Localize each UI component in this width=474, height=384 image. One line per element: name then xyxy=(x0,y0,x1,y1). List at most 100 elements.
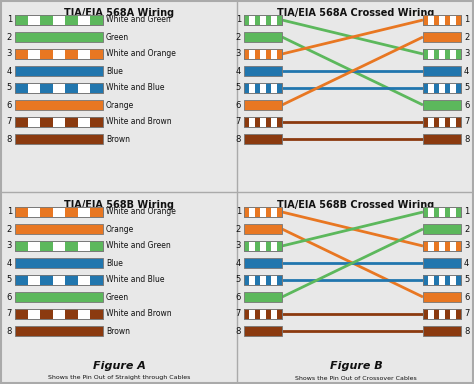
Text: 8: 8 xyxy=(464,326,469,336)
Bar xyxy=(91,83,103,93)
Bar xyxy=(266,15,271,25)
Text: 4: 4 xyxy=(464,258,469,268)
Bar xyxy=(423,15,461,25)
Bar xyxy=(244,275,249,285)
Bar xyxy=(65,207,78,217)
Bar xyxy=(423,117,461,127)
Text: Green: Green xyxy=(106,293,129,301)
Bar xyxy=(91,117,103,127)
Bar xyxy=(244,275,282,285)
Text: 5: 5 xyxy=(7,275,12,285)
Bar xyxy=(276,117,282,127)
Text: White and Blue: White and Blue xyxy=(106,83,164,93)
Bar xyxy=(244,15,249,25)
Bar xyxy=(91,241,103,251)
Bar xyxy=(423,49,428,59)
Text: 3: 3 xyxy=(464,50,469,58)
Text: TIA/EIA 568B Wiring: TIA/EIA 568B Wiring xyxy=(64,200,174,210)
Bar xyxy=(434,117,439,127)
Bar xyxy=(244,207,282,217)
Bar xyxy=(266,83,271,93)
Bar xyxy=(15,49,27,59)
Bar xyxy=(423,49,461,59)
Bar xyxy=(255,83,260,93)
Bar xyxy=(266,309,271,319)
Bar xyxy=(423,309,461,319)
Text: 8: 8 xyxy=(236,134,241,144)
Bar xyxy=(40,207,53,217)
Bar xyxy=(244,326,282,336)
Bar xyxy=(445,207,450,217)
Bar xyxy=(15,275,103,285)
Bar xyxy=(244,309,249,319)
Bar xyxy=(15,117,103,127)
Bar xyxy=(423,275,461,285)
Bar xyxy=(423,309,428,319)
Text: 5: 5 xyxy=(464,275,469,285)
Bar xyxy=(244,15,282,25)
Bar xyxy=(423,83,461,93)
Text: Blue: Blue xyxy=(106,66,123,76)
Bar xyxy=(276,15,282,25)
Text: Orange: Orange xyxy=(106,101,134,109)
Text: Figure A: Figure A xyxy=(92,361,146,371)
Text: 1: 1 xyxy=(7,207,12,217)
Bar xyxy=(244,207,249,217)
Bar xyxy=(244,83,282,93)
Bar xyxy=(15,326,103,336)
Text: 8: 8 xyxy=(464,134,469,144)
Bar xyxy=(244,49,282,59)
Text: 1: 1 xyxy=(236,207,241,217)
Bar xyxy=(244,275,282,285)
Text: 8: 8 xyxy=(7,326,12,336)
Bar xyxy=(15,207,27,217)
Bar xyxy=(276,49,282,59)
Bar xyxy=(266,49,271,59)
Text: 4: 4 xyxy=(236,66,241,76)
Bar xyxy=(244,66,282,76)
Text: Shows the Pin Out of Straight through Cables: Shows the Pin Out of Straight through Ca… xyxy=(48,376,190,381)
Bar xyxy=(434,49,439,59)
Bar xyxy=(244,100,282,110)
Text: 3: 3 xyxy=(464,242,469,250)
Text: 6: 6 xyxy=(464,293,469,301)
Bar xyxy=(276,241,282,251)
Bar xyxy=(456,117,461,127)
Bar xyxy=(276,83,282,93)
Text: Brown: Brown xyxy=(106,326,130,336)
Bar xyxy=(423,275,428,285)
Bar xyxy=(65,49,78,59)
Text: 3: 3 xyxy=(236,242,241,250)
Bar xyxy=(255,49,260,59)
Bar xyxy=(91,15,103,25)
Bar xyxy=(244,15,282,25)
Bar xyxy=(15,15,27,25)
Bar xyxy=(91,309,103,319)
Bar xyxy=(91,275,103,285)
Bar xyxy=(423,15,461,25)
Bar xyxy=(15,134,103,144)
Bar xyxy=(15,207,103,217)
Bar xyxy=(445,309,450,319)
Bar xyxy=(15,258,103,268)
Bar xyxy=(434,241,439,251)
Text: 6: 6 xyxy=(236,293,241,301)
Bar xyxy=(244,83,282,93)
Bar xyxy=(423,83,461,93)
Bar xyxy=(266,207,271,217)
Bar xyxy=(15,241,103,251)
Bar xyxy=(15,49,103,59)
Text: White and Blue: White and Blue xyxy=(106,275,164,285)
Bar xyxy=(40,275,53,285)
Bar xyxy=(15,207,103,217)
Bar xyxy=(434,15,439,25)
Bar xyxy=(423,275,461,285)
Bar xyxy=(244,32,282,42)
Text: 3: 3 xyxy=(7,50,12,58)
Bar xyxy=(244,117,282,127)
Bar xyxy=(15,292,103,302)
Text: 6: 6 xyxy=(7,101,12,109)
Bar xyxy=(255,275,260,285)
Text: 2: 2 xyxy=(464,33,469,41)
Bar xyxy=(65,309,78,319)
